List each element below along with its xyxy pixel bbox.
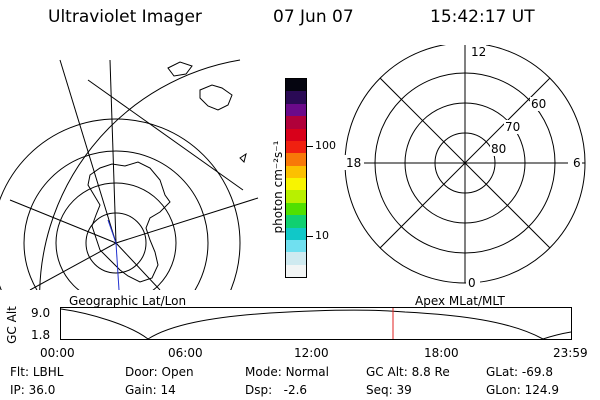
time-label: 15:42:17 UT [430,7,535,27]
colorbar-segment [286,103,306,117]
altitude-curve [60,308,572,340]
info-ip: IP: 36.0 [10,383,56,397]
colorbar-tick-label: 10 [315,229,329,242]
colorbar-segment [286,202,306,216]
colorbar-segment [286,190,306,203]
colorbar-segment [286,140,306,154]
info-door: Door: Open [125,365,194,379]
app-title: Ultraviolet Imager [48,7,202,27]
mlat-label-60: 60 [531,97,546,111]
colorbar-gradient [285,78,307,278]
timeline-y-tick: 9.0 [31,306,51,320]
apex-polar-dial: 12 18 6 0 60 70 80 [344,45,586,290]
geographic-caption: Geographic Lat/Lon [69,294,187,308]
latitude-circle [23,150,209,290]
timeline-x-tick: 12:00 [294,346,329,360]
colorbar-segment [286,252,306,265]
mlat-label-80: 80 [491,142,506,156]
spacecraft-track [107,219,117,244]
latitude-circle [55,182,177,290]
colorbar-tick [307,236,313,237]
info-glon: GLon: 124.9 [486,383,559,397]
info-mode: Mode: Normal [245,365,329,379]
timeline-x-tick: 06:00 [168,346,203,360]
meridian-line [115,242,161,290]
colorbar-tick [307,146,313,147]
coastline [167,61,193,77]
info-dsp: Dsp: -2.6 [245,383,308,397]
colorbar-unit-label: photon cm⁻²s⁻¹ [271,140,285,234]
mlt-label-0: 0 [468,276,476,290]
apex-caption: Apex MLat/MLT [415,294,505,308]
info-seq: Seq: 39 [366,383,412,397]
colorbar-segment [286,239,306,253]
timeline-x-tick: 00:00 [40,346,75,360]
info-gain: Gain: 14 [125,383,176,397]
date-label: 07 Jun 07 [273,7,354,27]
timeline-axis-label: GC Alt [5,306,19,344]
colorbar-segment [286,128,306,141]
colorbar-segment [286,264,306,277]
colorbar-segment [286,178,306,191]
timeline-frame [60,307,572,340]
mlat-label-70: 70 [505,120,520,134]
mlt-line [379,77,551,249]
timeline-x-tick: 23:59 [553,346,588,360]
geographic-map [0,59,259,290]
coastline [87,161,171,283]
mlt-label-12: 12 [471,45,486,59]
spacecraft-track [115,242,120,290]
info-gc-alt: GC Alt: 8.8 Re [366,365,450,379]
colorbar-segment [286,79,306,92]
colorbar-segment [286,227,306,240]
meridian-line [115,197,259,244]
meridian-line [109,59,117,244]
coastline [239,152,247,163]
colorbar-segment [286,165,306,178]
meridian-line [59,59,117,244]
latitude-circle [85,212,147,274]
timeline-y-tick: 1.8 [31,328,51,342]
colorbar-segment [286,91,306,104]
altitude-timeline [60,307,572,340]
info-glat: GLat: -69.8 [486,365,553,379]
colorbar-segment [286,153,306,166]
info-flt: Flt: LBHL [10,365,64,379]
timeline-x-tick: 18:00 [424,346,459,360]
colorbar-tick-label: 100 [315,139,336,152]
coastline [199,84,233,111]
meridian-line [9,199,117,244]
colorbar-segment [286,215,306,228]
meridian-line [29,242,117,290]
colorbar [285,78,307,278]
mlt-label-6: 6 [573,156,581,170]
mlt-label-18: 18 [346,156,361,170]
colorbar-segment [286,116,306,129]
latitude-circle [0,118,241,290]
outer-boundary-arc [39,59,241,290]
outer-boundary-arc [87,79,244,191]
